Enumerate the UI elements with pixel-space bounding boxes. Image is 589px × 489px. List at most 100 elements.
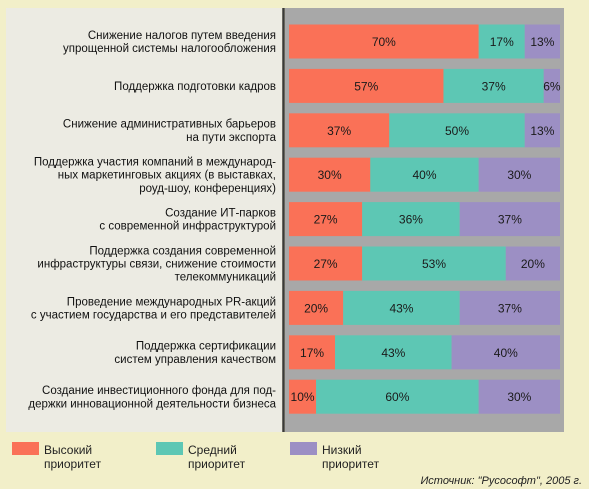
bar-segment: [389, 113, 525, 148]
data-label: 36%: [399, 213, 423, 227]
bar-segment: [443, 68, 544, 103]
legend-item: Высокий приоритет: [12, 442, 102, 471]
category-label: Снижение налогов путем введения упрощенно…: [63, 30, 276, 55]
data-label: 60%: [385, 390, 409, 404]
bar-segment: [289, 113, 390, 148]
bar-segment: [524, 24, 560, 59]
bar-segment: [289, 335, 336, 370]
data-label: 37%: [482, 79, 506, 93]
data-label: 30%: [507, 390, 531, 404]
legend-label-line: Средний: [188, 443, 237, 457]
bar-segment: [370, 157, 479, 192]
category-label-line: Создание инвестиционного фонда для под-: [42, 385, 276, 397]
data-label: 40%: [494, 346, 518, 360]
data-label: 37%: [498, 213, 522, 227]
category-label-line: Поддержка создания современной: [89, 245, 276, 257]
bar-segment: [316, 379, 479, 414]
category-label: Проведение международных PR-акций с участ…: [31, 296, 276, 321]
data-label: 40%: [412, 168, 436, 182]
bar-segment: [289, 290, 344, 325]
category-label-line: телекоммуникаций: [175, 272, 276, 284]
category-label: Поддержка подготовки кадров: [114, 81, 276, 93]
bar-segment: [362, 246, 506, 281]
bar-segment: [289, 202, 363, 237]
category-label-line: на пути экспорта: [186, 132, 276, 144]
legend-label-line: Низкий: [322, 443, 362, 457]
bar-segment: [524, 113, 560, 148]
category-label-line: Поддержка подготовки кадров: [114, 81, 276, 93]
data-label: 13%: [530, 35, 554, 49]
bar-segment: [459, 202, 560, 237]
bar-segment: [362, 202, 460, 237]
legend-swatch: [156, 442, 183, 455]
bars: 70% 17% 13% 57% 37% 6% 37% 50% 13% 30% 40% 30% 27% 36…: [289, 24, 561, 414]
legend-item: Средний приоритет: [156, 442, 246, 471]
bar-segment: [289, 68, 444, 103]
legend-label-line: приоритет: [44, 457, 102, 471]
data-label: 20%: [304, 301, 328, 315]
category-label: Поддержка участия компаний в международ-…: [34, 157, 276, 195]
category-label-line: с участием государства и его представите…: [31, 310, 276, 322]
category-label-line: с современной инфраструктурой: [99, 221, 276, 233]
data-label: 6%: [543, 79, 561, 93]
category-label: Создание инвестиционного фонда для под-д…: [28, 385, 276, 410]
category-label-line: Проведение международных PR-акций: [67, 296, 276, 308]
bar-segment: [343, 290, 460, 325]
legend-label: Высокий приоритет: [44, 443, 102, 471]
data-label: 30%: [507, 168, 531, 182]
category-label: Снижение административных барьеров на пут…: [63, 119, 277, 144]
category-label-line: ных маркетинговых акциях (в выставках,: [58, 170, 276, 182]
bar-segment: [459, 290, 560, 325]
data-label: 13%: [530, 124, 554, 138]
source-note: Источник: "Русософт", 2005 г.: [420, 475, 582, 487]
data-label: 27%: [314, 257, 338, 271]
data-label: 30%: [318, 168, 342, 182]
data-label: 10%: [291, 390, 315, 404]
category-label-line: инфраструктуры связи, снижение стоимости: [37, 259, 276, 271]
data-label: 53%: [422, 257, 446, 271]
data-label: 57%: [354, 79, 378, 93]
data-label: 43%: [381, 346, 405, 360]
bar-segment: [289, 246, 363, 281]
legend-label: Средний приоритет: [188, 443, 246, 471]
category-label-line: систем управления качеством: [114, 354, 276, 366]
legend-swatch: [290, 442, 317, 455]
category-label-line: Снижение административных барьеров: [63, 119, 276, 131]
category-label-line: Поддержка сертификации: [136, 341, 276, 353]
bar-segment: [543, 68, 560, 103]
category-label: Поддержка создания современной инфраструк…: [37, 245, 276, 283]
bar-segment: [289, 157, 371, 192]
data-label: 43%: [389, 301, 413, 315]
data-label: 70%: [372, 35, 396, 49]
data-label: 17%: [300, 346, 324, 360]
legend-item: Низкий приоритет: [290, 442, 380, 471]
legend-label: Низкий приоритет: [322, 443, 380, 471]
bar-segment: [505, 246, 560, 281]
category-label-line: держки инновационной деятельности бизнес…: [28, 398, 276, 410]
category-label-panel: [6, 8, 282, 432]
data-label: 50%: [445, 124, 469, 138]
legend-label-line: приоритет: [188, 457, 246, 471]
legend-label-line: Высокий: [44, 443, 92, 457]
category-label-line: роуд-шоу, конференциях): [139, 183, 276, 195]
data-label: 20%: [521, 257, 545, 271]
bar-segment: [478, 157, 560, 192]
legend-label-line: приоритет: [322, 457, 380, 471]
data-label: 37%: [498, 301, 522, 315]
category-label-line: упрощенной системы налогообложения: [63, 43, 276, 55]
bar-segment: [478, 379, 560, 414]
data-label: 37%: [327, 124, 351, 138]
bar-segment: [289, 24, 479, 59]
category-label: Поддержка сертификации систем управления …: [114, 341, 276, 366]
data-label: 17%: [490, 35, 514, 49]
category-label-line: Снижение налогов путем введения: [88, 30, 276, 42]
category-label-line: Поддержка участия компаний в международ-: [34, 157, 276, 169]
category-label: Создание ИТ-парков с современной инфрастр…: [99, 208, 276, 233]
data-label: 27%: [314, 213, 338, 227]
legend-swatch: [12, 442, 39, 455]
category-labels: Снижение налогов путем введения упрощенно…: [28, 30, 276, 410]
bar-segment: [289, 379, 317, 414]
bar-segment: [335, 335, 452, 370]
